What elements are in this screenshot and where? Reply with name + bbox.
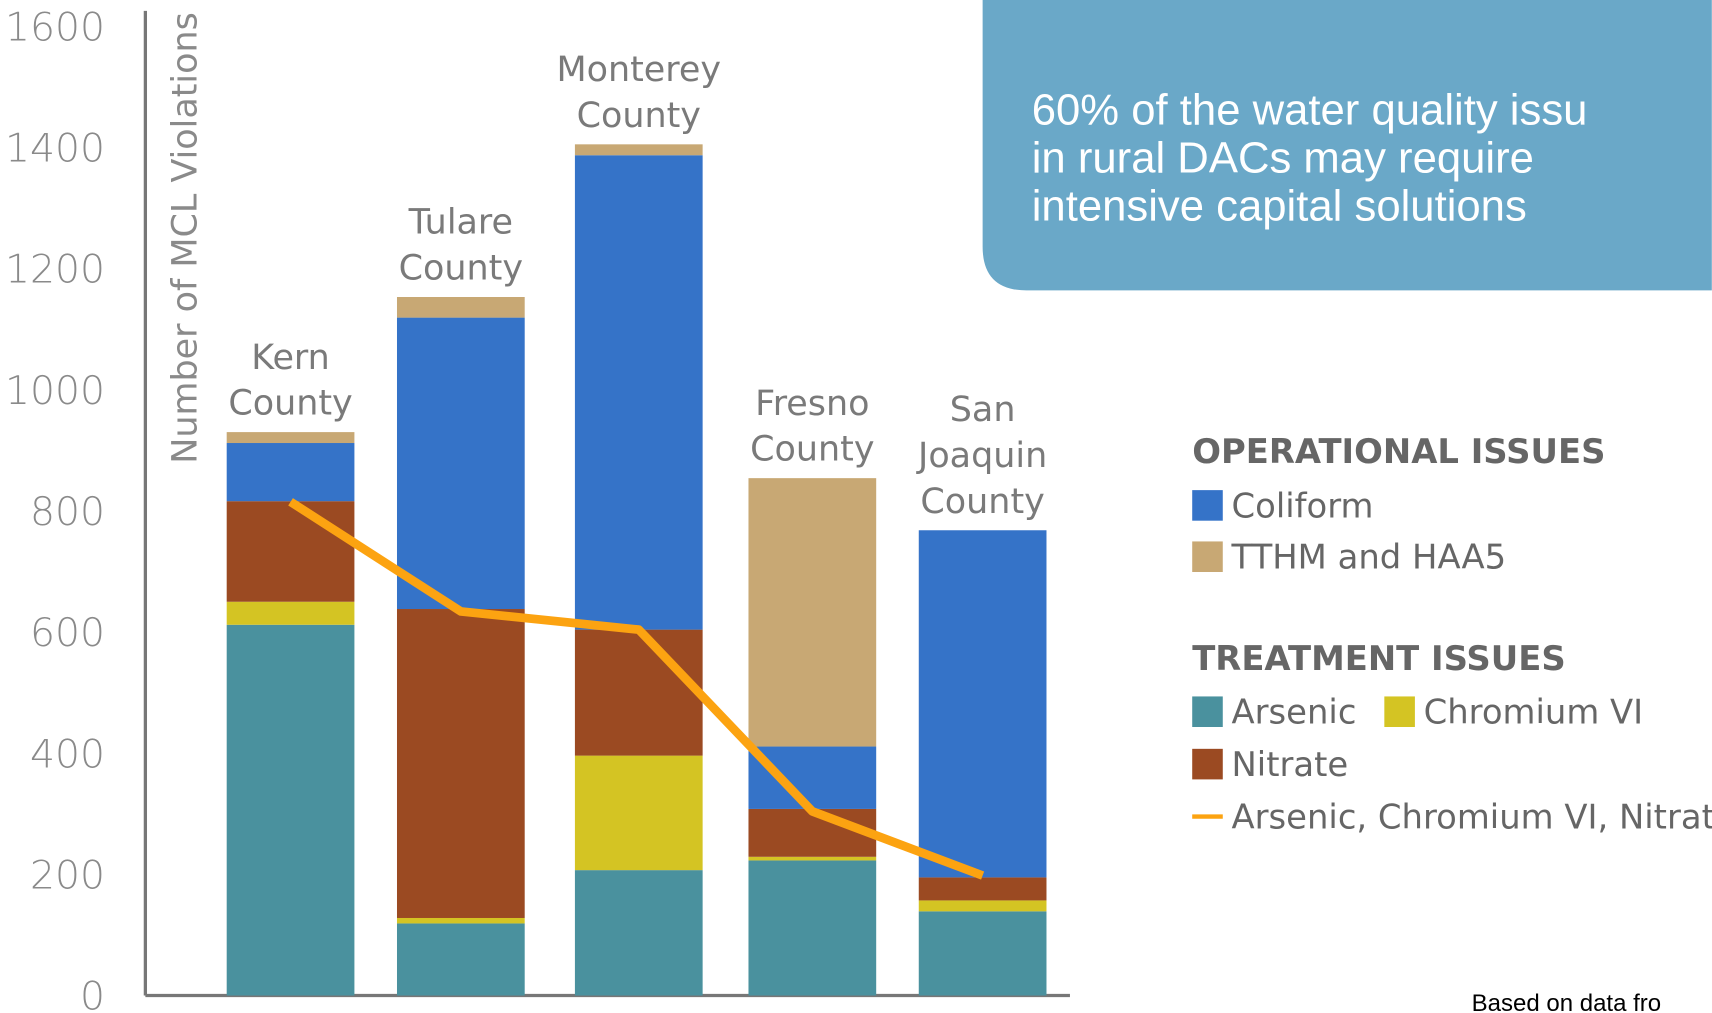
callout-line: in rural DACs may require [1032,133,1534,182]
legend-label: TTHM and HAA5 [1231,538,1507,577]
bar-segment [226,432,355,444]
bar-segment [226,443,355,502]
bar-segment [396,297,525,318]
legend-label: Coliform [1232,486,1374,525]
bar-segment [396,923,525,996]
bar-segment [396,917,525,924]
bar-segment [918,530,1047,878]
legend-label: Chromium VI [1424,693,1644,732]
bar-segment [748,856,877,861]
legend-label: Arsenic, Chromium VI, Nitrate [1232,798,1712,837]
bar-segment [574,870,703,996]
x-category-label: Tulare County [399,203,523,289]
y-axis-title: Number of MCL Violations [166,12,206,464]
footnote: Based on data fro [1472,990,1661,1013]
bar-segment [918,877,1047,901]
legend-label: Nitrate [1232,745,1349,784]
y-tick-label: 1200 [5,248,105,293]
y-tick-label: 1000 [5,369,105,414]
bar-segment [748,478,877,747]
bar-segment [396,609,525,918]
x-category-label: Monterey County [556,50,721,136]
bar-segment [748,860,877,996]
legend-label: Arsenic [1232,693,1357,732]
callout-line: intensive capital solutions [1032,182,1527,231]
bar-segment [574,144,703,156]
y-tick-label: 1600 [5,5,105,50]
bar-segment [226,501,355,602]
legend-swatch [1384,696,1415,728]
bar-segment [396,317,525,610]
legend-swatch [1192,490,1223,521]
legend-title: OPERATIONAL ISSUES [1192,432,1605,471]
legend-swatch [1192,696,1223,728]
y-tick-label: 600 [30,611,105,656]
bar-segment [748,808,877,857]
y-tick-label: 200 [30,854,105,899]
bar-segment [918,900,1047,912]
y-tick-label: 800 [30,490,105,535]
bar-segment [226,624,355,996]
y-tick-label: 1400 [5,127,105,172]
legend-swatch [1192,541,1223,572]
callout-box [982,0,1712,291]
x-category-label: Kern County [228,338,352,424]
bar-segment [574,155,703,630]
callout-line: 60% of the water quality issu [1032,85,1588,134]
y-tick-label: 400 [30,732,105,777]
bar-segment [574,629,703,756]
x-category-label: San Joaquin County [916,390,1047,522]
legend-swatch [1192,748,1223,780]
y-tick-label: 0 [80,975,105,1013]
line-series [288,498,985,880]
x-category-label: Fresno County [750,384,874,470]
legend-title: TREATMENT ISSUES [1192,639,1566,678]
bar-segment [748,746,877,809]
bar-segment [226,601,355,625]
bar-segment [574,755,703,871]
bar-segment [918,911,1047,996]
